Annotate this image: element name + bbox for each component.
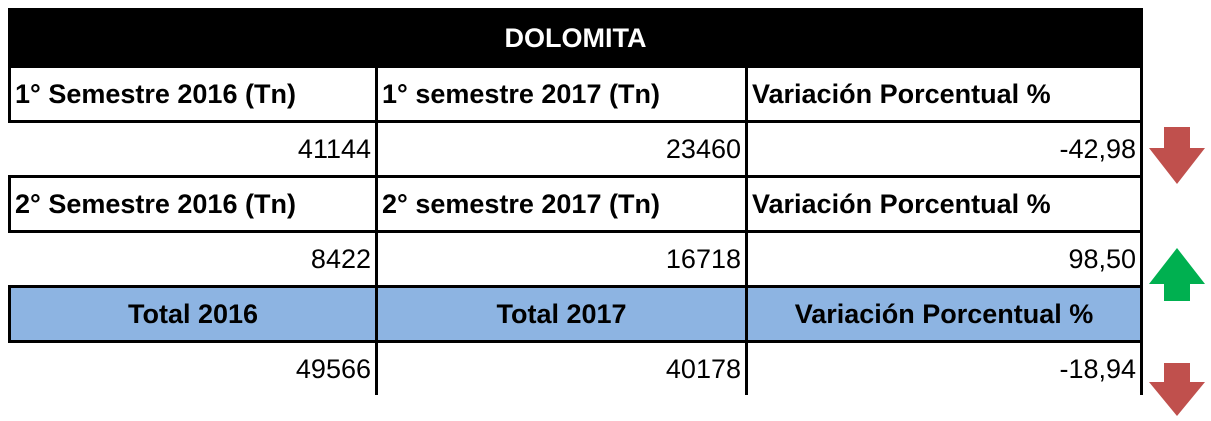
value-cell: 23460 xyxy=(376,121,748,177)
header-cell: 1° semestre 2017 (Tn) xyxy=(375,65,748,123)
value-cell: 41144 xyxy=(9,121,378,177)
value-cell: 49566 xyxy=(9,341,378,395)
total-header-cell: Total 2017 xyxy=(375,285,748,343)
up-arrow xyxy=(1149,248,1205,301)
value-cell: 8422 xyxy=(9,231,378,287)
total-header-cell: Variación Porcentual % xyxy=(744,285,1144,343)
down-arrow xyxy=(1149,363,1205,416)
value-cell: 98,50 xyxy=(746,231,1144,287)
table-title: DOLOMITA xyxy=(7,8,1144,68)
value-cell: 40178 xyxy=(376,341,748,395)
data-table: DOLOMITA 1° Semestre 2016 (Tn) 1° semestr… xyxy=(7,8,1144,395)
header-cell: 2° semestre 2017 (Tn) xyxy=(375,175,748,233)
header-cell: Variación Porcentual % xyxy=(744,175,1144,233)
header-cell: 1° Semestre 2016 (Tn) xyxy=(8,65,378,123)
header-cell: 2° Semestre 2016 (Tn) xyxy=(8,175,378,233)
header-cell: Variación Porcentual % xyxy=(744,65,1144,123)
value-cell: 16718 xyxy=(376,231,748,287)
value-cell: -42,98 xyxy=(746,121,1144,177)
down-arrow xyxy=(1149,127,1205,184)
value-cell: -18,94 xyxy=(746,341,1144,395)
total-header-cell: Total 2016 xyxy=(8,285,378,343)
